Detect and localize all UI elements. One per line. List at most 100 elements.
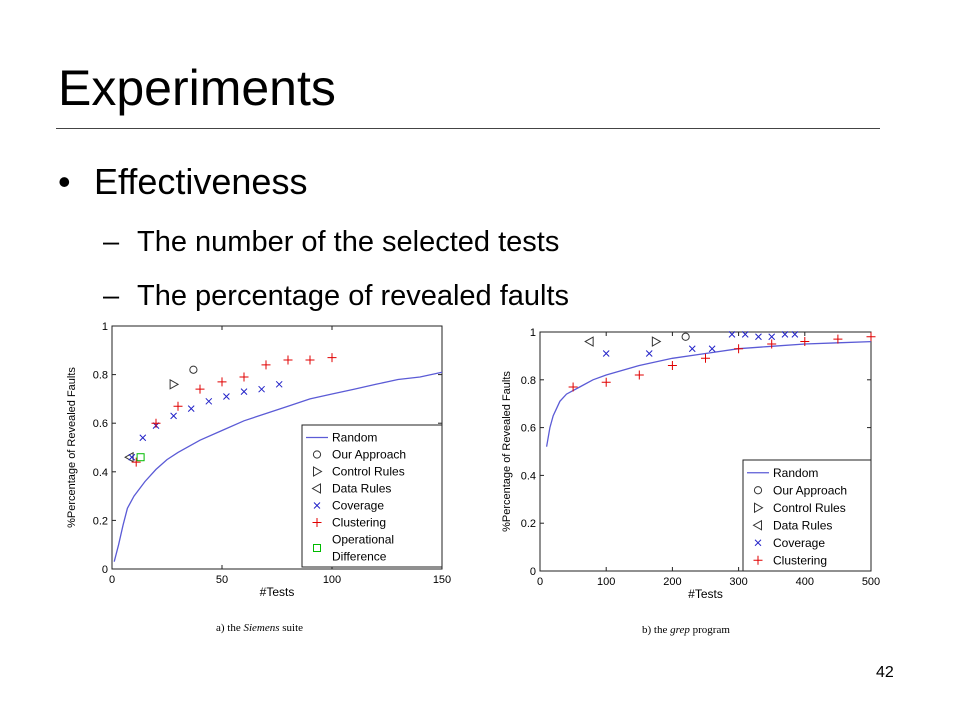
chart-grep-legend-label-data-rules: Data Rules [773,518,832,532]
chart-siemens-legend-label-clustering: Clustering [332,516,386,530]
chart-grep-x-tick-label: 500 [862,576,880,588]
chart-siemens-point-coverage [187,405,195,412]
subbullet-dash: – [103,226,120,258]
subbullet-text: The percentage of revealed faults [137,280,570,312]
chart-siemens-point-coverage [223,393,230,400]
chart-grep-legend-label-random: Random [773,466,818,480]
title-divider [56,128,880,129]
chart-grep-point-clustering [568,382,578,392]
chart-siemens-legend-label-random: Random [332,431,377,445]
chart-grep-point-coverage [755,333,762,341]
chart-siemens-point-operational-difference [136,453,145,462]
chart-siemens-point-clustering [283,355,293,365]
page-title: Experiments [58,60,336,116]
chart-grep-point-clustering [667,360,677,370]
caption-italic: Siemens [243,622,280,634]
chart-grep-legend-marker-coverage [754,539,762,547]
bullet-text: Effectiveness [94,161,308,202]
caption-italic: grep [670,624,690,636]
chart-grep-point-clustering [800,337,810,347]
chart-siemens-legend-box [301,424,443,568]
chart-siemens-point-our-approach [189,365,198,374]
chart-grep-point-coverage [741,331,749,338]
chart-siemens-point-clustering [305,355,315,365]
chart-siemens-x-tick-label: 0 [109,574,115,586]
caption-prefix: b) the [642,624,671,636]
chart-grep-x-tick-label: 200 [663,576,681,588]
caption-prefix: a) the [216,622,244,634]
chart-siemens-point-coverage [170,412,177,420]
chart-siemens-legend-label-operational-difference: Operational [332,533,394,547]
chart-grep-x-tick-label: 300 [729,576,747,588]
chart-siemens-point-clustering [239,372,249,382]
chart-grep-x-axis-label: #Tests [688,587,723,601]
chart-grep-point-clustering [734,344,744,354]
chart-grep-point-clustering [866,332,876,342]
chart-siemens-y-tick-label: 0 [102,564,108,576]
chart-grep-legend-marker-control-rules [754,502,764,514]
chart-grep-legend-marker-our-approach [753,486,763,495]
chart-siemens-legend-marker-control-rules [313,466,323,477]
subbullet-dash: – [103,280,120,312]
chart-siemens-legend-label-our-approach: Our Approach [332,448,406,462]
chart-siemens-point-clustering [131,457,141,467]
chart-siemens-legend-label-coverage: Coverage [332,499,384,513]
chart-grep-point-clustering [601,377,611,387]
chart-grep-point-coverage [781,331,789,338]
chart-grep-x-tick-label: 400 [796,576,814,588]
chart-grep-x-tick-label: 0 [537,576,543,588]
chart-siemens-point-coverage [128,453,136,461]
chart-siemens-y-tick-label: 0.8 [93,370,108,382]
chart-grep-point-coverage [708,345,716,353]
chart-siemens-legend-label-control-rules: Control Rules [332,465,405,479]
chart-grep-y-tick-label: 0.2 [521,518,536,530]
caption-siemens: a) the Siemens suite [216,622,303,634]
chart-siemens-y-tick-label: 0.6 [93,418,108,430]
chart-grep: 0 100 200 300 400 500 0 0.2 0.4 0.6 0.8 1 #Tests %Per… [498,320,892,610]
chart-grep-series-line-random [545,340,872,447]
chart-grep-y-axis-label: %Percentage of Revealed Faults [501,371,513,532]
chart-siemens-y-tick-label: 1 [102,321,108,333]
chart-grep-point-our-approach [681,332,690,341]
chart-siemens-point-clustering [151,418,161,428]
chart-grep-y-tick-label: 0.8 [521,375,536,387]
chart-grep-point-clustering [634,370,644,380]
caption-suffix: suite [279,622,304,634]
caption-grep: b) the grep program [642,624,730,636]
chart-siemens-legend-label-data-rules: Data Rules [332,482,391,496]
page-number: 42 [876,664,894,681]
chart-grep-point-coverage [791,331,799,338]
chart-siemens-y-axis-label: %Percentage of Revealed Faults [66,367,78,528]
chart-grep-point-coverage [645,350,653,357]
chart-siemens-point-clustering [217,377,227,387]
chart-siemens-legend-label-operational-difference: Difference [332,550,387,564]
chart-grep-x-tick-label: 100 [597,576,615,588]
chart-siemens-legend-marker-clustering [312,518,322,527]
chart-siemens-point-control-rules [169,378,180,390]
caption-suffix: program [689,624,730,636]
chart-grep-legend-label-our-approach: Our Approach [773,483,847,497]
chart-siemens-point-clustering [261,360,271,370]
chart-siemens-point-coverage [258,385,265,393]
chart-grep-point-clustering [833,334,843,344]
chart-grep-point-coverage [728,331,736,338]
chart-siemens-point-clustering [173,401,183,411]
chart-grep-legend-box [742,459,872,572]
chart-siemens-x-axis-label: #Tests [260,585,295,599]
chart-grep-point-control-rules [651,336,662,347]
chart-grep-point-clustering [767,339,777,349]
chart-grep-y-tick-label: 0 [530,566,536,578]
chart-siemens-legend-marker-operational-difference [313,544,321,552]
chart-siemens-y-tick-label: 0.2 [93,515,108,527]
chart-siemens-x-tick-label: 50 [216,574,228,586]
chart-siemens-point-clustering [195,384,205,394]
chart-grep-point-data-rules [584,336,594,347]
chart-siemens-point-coverage [139,434,147,442]
chart-grep-legend-label-clustering: Clustering [773,553,827,567]
chart-siemens-legend-marker-data-rules [311,483,321,494]
bullet-dot: • [58,161,71,202]
chart-siemens-point-coverage [240,388,248,395]
subbullet-text: The number of the selected tests [137,226,560,258]
chart-grep-point-coverage [768,333,776,341]
chart-grep-y-tick-label: 0.6 [521,423,536,435]
